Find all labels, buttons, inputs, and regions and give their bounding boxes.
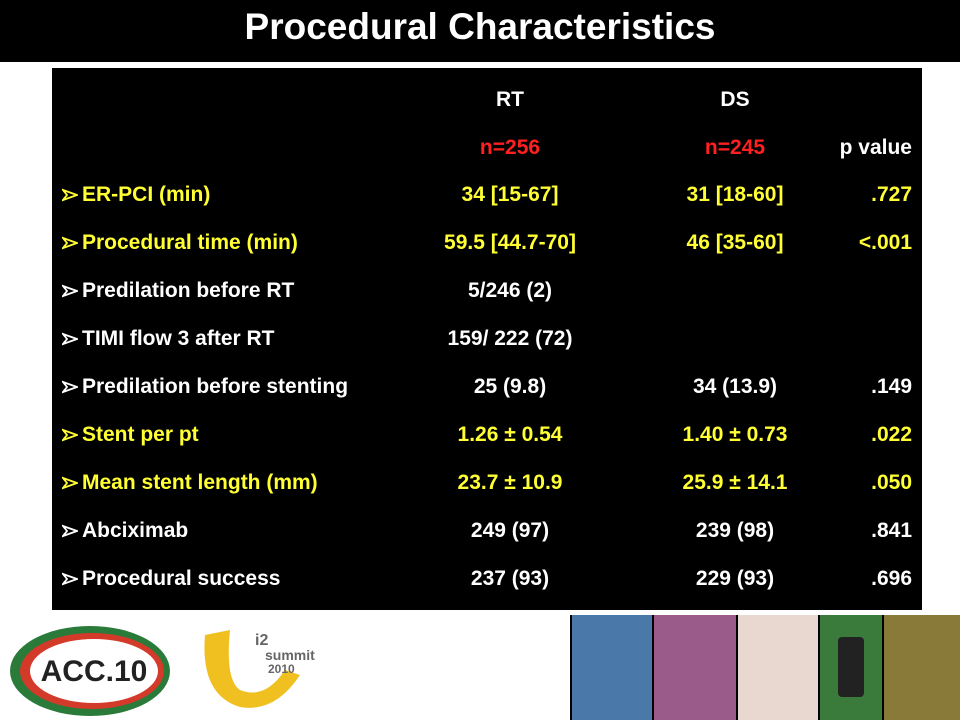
cell: .050 [871, 471, 912, 494]
cell: DS [720, 88, 750, 111]
cell: Abciximab [82, 519, 189, 542]
bullet-arrow [62, 236, 78, 250]
arrow [62, 476, 78, 490]
bullet-arrow [62, 188, 78, 202]
cell: RT [496, 88, 524, 111]
cell: 59.5 [44.7-70] [444, 231, 576, 254]
cell: <.001 [858, 231, 912, 254]
cell: Procedural success [82, 567, 281, 590]
bullet-arrow [62, 572, 78, 586]
arrow [62, 188, 78, 202]
arrow [62, 380, 78, 394]
cell: Predilation before RT [82, 279, 295, 302]
arrow [62, 524, 78, 538]
arrow [62, 572, 78, 586]
cell: 23.7 ± 10.9 [457, 471, 563, 494]
cell: 34 (13.9) [692, 375, 778, 398]
cell: .696 [871, 567, 912, 590]
title-bar: Procedural Characteristics [0, 0, 960, 62]
image [884, 615, 960, 720]
arrow [62, 236, 78, 250]
cell: 34 [15-67] [461, 183, 559, 206]
footer-art: ACC.10 i2 summit 2010 [0, 615, 960, 720]
cell: Stent per pt [82, 423, 199, 446]
cell: n=256 [479, 136, 541, 159]
cell: Predilation before stenting [82, 375, 349, 398]
bullet-arrow [62, 524, 78, 538]
cell: 237 (93) [470, 567, 550, 590]
cell: .022 [871, 423, 912, 446]
cell: 239 (98) [695, 519, 775, 542]
logo-center [30, 639, 158, 703]
logo-text: i2 [255, 632, 268, 649]
cell: 159/ 222 (72) [447, 327, 573, 350]
image [738, 615, 818, 720]
image [654, 615, 736, 720]
title: Procedural Characteristics [244, 6, 716, 47]
cell: 1.40 ± 0.73 [682, 423, 788, 446]
cell: 25 (9.8) [473, 375, 547, 398]
bullet-arrow [62, 284, 78, 298]
bullet-arrow [62, 332, 78, 346]
logo-text: ACC.10 [41, 655, 148, 688]
image [572, 615, 652, 720]
cell: 5/246 (2) [467, 279, 553, 302]
bullet-arrow [62, 428, 78, 442]
bullet-arrow [62, 476, 78, 490]
cell: 249 (97) [470, 519, 550, 542]
cell: Mean stent length (mm) [82, 471, 318, 494]
cell: Procedural time (min) [82, 231, 298, 254]
cell: p value [839, 136, 912, 159]
arrow [62, 428, 78, 442]
arrow [62, 284, 78, 298]
cell: .149 [871, 375, 912, 398]
cell: TIMI flow 3 after RT [82, 327, 275, 350]
cell: .841 [871, 519, 912, 542]
cell: 1.26 ± 0.54 [457, 423, 563, 446]
logo-text: summit [265, 647, 315, 663]
logo-shape [204, 630, 300, 708]
logo-text: 2010 [268, 662, 295, 676]
cell: 46 [35-60] [686, 231, 784, 254]
cell: 25.9 ± 14.1 [682, 471, 788, 494]
cell: ER-PCI (min) [82, 183, 211, 206]
cell: 229 (93) [695, 567, 775, 590]
table: RT n=256 DS n=245 p value ER-PCI (min) 34 [15-… [52, 68, 922, 610]
phone [838, 637, 864, 697]
cell: 31 [18-60] [686, 183, 784, 206]
cell: n=245 [704, 136, 766, 159]
arrow [62, 332, 78, 346]
cell: .727 [871, 183, 912, 206]
bullet-arrow [62, 380, 78, 394]
footer: ACC.10 i2 summit 2010 [0, 615, 960, 720]
